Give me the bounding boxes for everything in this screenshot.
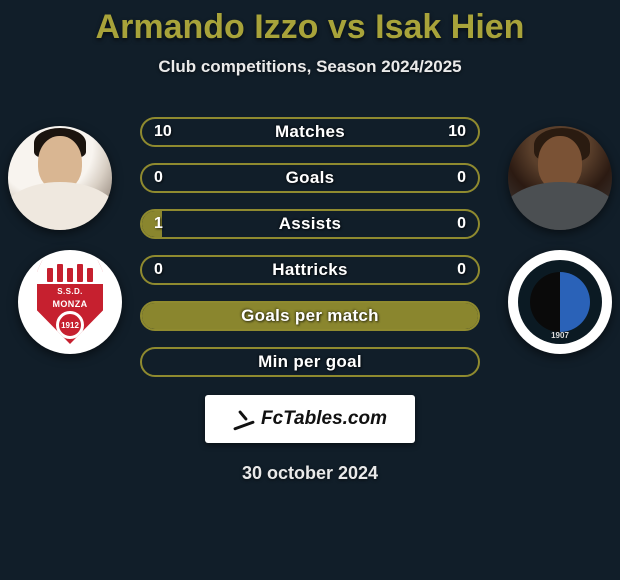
club-left-abbr: MONZA [53, 299, 88, 309]
stat-label: Goals per match [241, 306, 379, 326]
stat-label: Assists [279, 214, 342, 234]
stat-row: 1 Assists 0 [140, 209, 480, 239]
stat-label: Goals [286, 168, 335, 188]
stat-right-value: 0 [457, 261, 466, 279]
comparison-card: Armando Izzo vs Isak Hien Club competiti… [0, 0, 620, 580]
branding-text: FcTables.com [261, 408, 387, 430]
stat-left-value: 1 [154, 215, 163, 233]
stat-label: Hattricks [272, 260, 347, 280]
club-right-year: 1907 [551, 331, 569, 340]
atalanta-ring-icon: 1907 [518, 260, 602, 344]
stat-row: 0 Hattricks 0 [140, 255, 480, 285]
page-title: Armando Izzo vs Isak Hien [96, 8, 525, 47]
stats-panel: 10 Matches 10 0 Goals 0 1 Assists 0 0 Hattricks 0 Go… [140, 117, 480, 377]
player-right-avatar [508, 126, 612, 230]
stat-row: Goals per match [140, 301, 480, 331]
monza-shield-icon: S.S.D. MONZA 1912 [37, 260, 103, 344]
player-left-avatar [8, 126, 112, 230]
stat-label: Min per goal [258, 352, 362, 372]
club-left-year: 1912 [56, 311, 84, 339]
branding-badge: FcTables.com [205, 395, 415, 443]
stat-left-value: 10 [154, 123, 172, 141]
stat-right-value: 0 [457, 169, 466, 187]
stat-row: 10 Matches 10 [140, 117, 480, 147]
fctables-icon [233, 408, 255, 430]
stat-row: Min per goal [140, 347, 480, 377]
date-label: 30 october 2024 [242, 463, 378, 484]
stat-row: 0 Goals 0 [140, 163, 480, 193]
club-right-crest: 1907 [508, 250, 612, 354]
stat-label: Matches [275, 122, 345, 142]
subtitle: Club competitions, Season 2024/2025 [158, 57, 461, 77]
stat-left-value: 0 [154, 169, 163, 187]
stat-right-value: 10 [448, 123, 466, 141]
club-left-abbr-top: S.S.D. [57, 287, 83, 296]
club-left-crest: S.S.D. MONZA 1912 [18, 250, 122, 354]
stat-right-value: 0 [457, 215, 466, 233]
stat-left-value: 0 [154, 261, 163, 279]
